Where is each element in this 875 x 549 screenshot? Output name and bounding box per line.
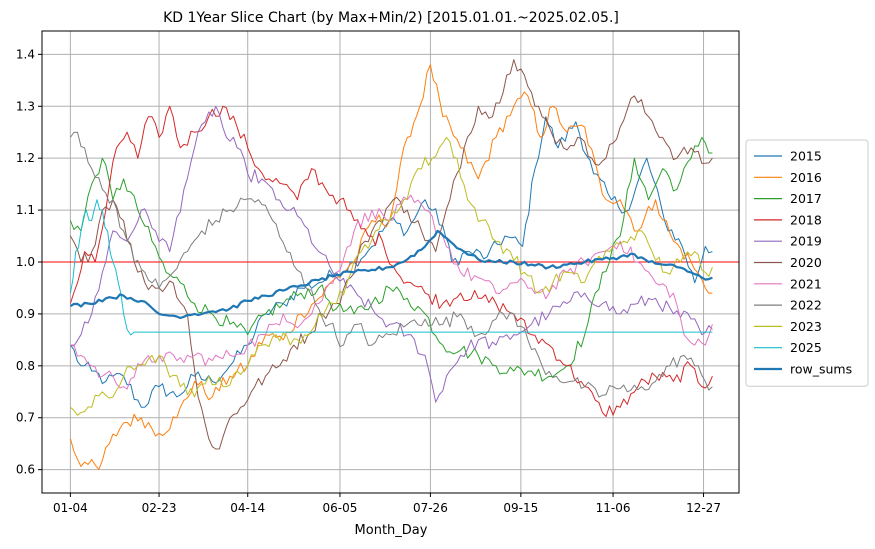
legend-label: 2020 [790,255,822,270]
y-tick-label: 1.1 [16,203,35,217]
series-line-2025 [69,199,713,336]
x-tick-label: 01-04 [53,501,88,515]
y-axis: 0.6 0.7 0.8 0.9 1.0 1.1 1.2 1.3 1.4 [16,47,42,477]
legend-label: row_sums [790,362,852,377]
series-line-2017 [69,136,713,382]
legend-label: 2016 [790,170,822,185]
series-line-2016 [69,64,713,471]
series-group [69,59,713,471]
legend-frame [745,139,869,387]
series-line-2021 [70,194,713,390]
x-tick-label: 12-27 [686,501,721,515]
legend-label: 2017 [790,191,822,206]
x-tick-label: 04-14 [230,501,265,515]
legend-label: 2019 [790,234,822,249]
x-tick-label: 11-06 [596,501,631,515]
series-line-2019 [70,105,713,403]
series-line-2018 [69,105,713,418]
legend-label: 2018 [790,212,822,227]
y-tick-label: 1.4 [16,47,35,61]
series-line-2022 [69,131,713,398]
legend-label: 2015 [790,149,822,164]
x-tick-label: 02-23 [142,501,177,515]
legend-label: 2021 [790,276,822,291]
legend-label: 2022 [790,298,822,313]
x-axis: 01-04 02-23 04-14 06-05 07-26 09-15 11-06 12-27 [53,493,721,515]
y-tick-label: 0.7 [16,411,35,425]
x-tick-label: 07-26 [413,501,448,515]
chart-title: KD 1Year Slice Chart (by Max+Min/2) [201… [163,10,619,26]
x-tick-label: 06-05 [323,501,358,515]
y-tick-label: 0.9 [16,307,35,321]
y-tick-label: 1.3 [16,99,35,113]
series-line-2020 [69,59,713,450]
legend: 2015 2016 2017 2018 2019 2020 2021 2022 2023 2025… [745,139,869,387]
legend-label: 2023 [790,319,822,334]
x-tick-label: 09-15 [503,501,538,515]
x-axis-label: Month_Day [355,523,428,538]
y-tick-label: 1.0 [16,255,35,269]
y-tick-label: 0.6 [16,463,35,477]
y-tick-label: 0.8 [16,359,35,373]
legend-label: 2025 [790,340,822,355]
series-line-2023 [70,136,713,416]
series-line-row_sums [69,229,713,320]
y-tick-label: 1.2 [16,151,35,165]
series-line-2015 [70,116,713,408]
